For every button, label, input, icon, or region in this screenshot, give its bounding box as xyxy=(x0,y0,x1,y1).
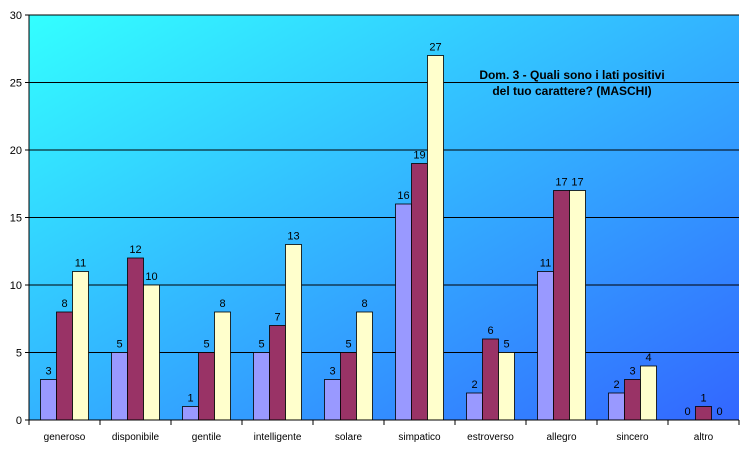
data-label: 11 xyxy=(540,258,551,270)
data-label: 8 xyxy=(361,298,367,310)
data-label: 1 xyxy=(187,393,193,405)
chart-title-line-2: del tuo carattere? (MASCHI) xyxy=(492,84,651,98)
data-label: 5 xyxy=(503,339,509,351)
bar xyxy=(56,311,73,421)
data-label: 27 xyxy=(429,42,441,54)
x-tick-label: gentile xyxy=(192,432,222,443)
data-label: 17 xyxy=(555,177,567,189)
y-tick-label: 5 xyxy=(16,348,22,360)
bar xyxy=(498,352,515,421)
x-tick-label: simpatico xyxy=(398,432,441,443)
x-tick-label: generoso xyxy=(44,432,86,443)
data-label: 5 xyxy=(258,339,264,351)
data-label: 5 xyxy=(116,339,122,351)
y-tick-label: 25 xyxy=(10,78,22,90)
bar xyxy=(324,379,341,421)
bar xyxy=(553,190,570,421)
bar xyxy=(269,325,286,421)
y-tick-label: 0 xyxy=(16,415,22,427)
x-tick-label: solare xyxy=(335,432,363,443)
bar xyxy=(111,352,128,421)
data-label: 7 xyxy=(274,312,280,324)
data-label: 19 xyxy=(413,150,425,162)
bar xyxy=(143,284,160,421)
data-label: 0 xyxy=(684,406,690,418)
data-label: 5 xyxy=(345,339,351,351)
data-label: 4 xyxy=(645,352,651,364)
bar xyxy=(411,163,428,421)
y-tick-label: 10 xyxy=(10,280,22,292)
y-tick-label: 20 xyxy=(10,145,22,157)
bar xyxy=(356,311,373,421)
data-label: 0 xyxy=(716,406,722,418)
x-tick-label: sincero xyxy=(616,432,649,443)
bar xyxy=(640,365,657,421)
bar xyxy=(72,271,89,421)
bar xyxy=(537,271,554,421)
bar xyxy=(482,338,499,421)
data-label: 6 xyxy=(487,325,493,337)
bar xyxy=(253,352,270,421)
x-tick-label: disponibile xyxy=(112,432,160,443)
bar xyxy=(340,352,357,421)
bar xyxy=(214,311,231,421)
data-label: 5 xyxy=(203,339,209,351)
data-label: 3 xyxy=(329,366,335,378)
y-tick-label: 15 xyxy=(10,213,22,225)
y-tick-label: 30 xyxy=(10,10,22,22)
bar xyxy=(198,352,215,421)
data-label: 11 xyxy=(75,258,86,270)
data-label: 2 xyxy=(471,379,477,391)
data-label: 17 xyxy=(571,177,583,189)
bar xyxy=(608,392,625,421)
x-tick-label: allegro xyxy=(546,432,576,443)
data-label: 3 xyxy=(45,366,51,378)
bar xyxy=(427,55,444,421)
bar xyxy=(182,406,199,421)
bar xyxy=(285,244,302,421)
bar xyxy=(569,190,586,421)
bar xyxy=(395,203,412,421)
bar xyxy=(40,379,57,421)
x-tick-label: estroverso xyxy=(467,432,514,443)
x-tick-label: altro xyxy=(694,432,714,443)
chart-title-line-1: Dom. 3 - Quali sono i lati positivi xyxy=(479,68,664,82)
bar xyxy=(466,392,483,421)
data-label: 1 xyxy=(700,393,706,405)
data-label: 8 xyxy=(219,298,225,310)
data-label: 8 xyxy=(61,298,67,310)
bar xyxy=(127,257,144,421)
data-label: 13 xyxy=(287,231,299,243)
data-label: 3 xyxy=(629,366,635,378)
data-label: 16 xyxy=(397,190,409,202)
data-label: 10 xyxy=(145,271,157,283)
x-tick-label: intelligente xyxy=(254,432,302,443)
data-label: 2 xyxy=(613,379,619,391)
bar xyxy=(695,406,712,421)
data-label: 12 xyxy=(129,244,141,256)
bar xyxy=(624,379,641,421)
